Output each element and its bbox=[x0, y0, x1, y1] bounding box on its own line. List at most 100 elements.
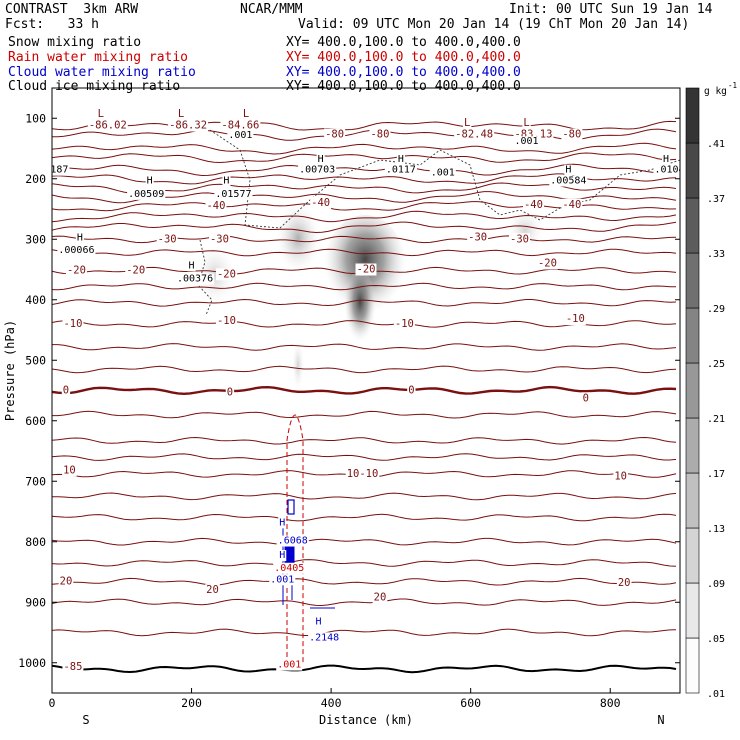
snow-label-bg bbox=[316, 153, 325, 165]
colorbar-label: .09 bbox=[707, 579, 725, 590]
x-tick-label: 200 bbox=[181, 696, 202, 710]
temp-contour-label-bg bbox=[407, 384, 416, 397]
temp-contour-label: -20 bbox=[538, 257, 557, 269]
colorbar-label: .25 bbox=[707, 359, 725, 370]
snow-label: H bbox=[147, 176, 153, 187]
valid-time: Valid: 09 UTC Mon 20 Jan 14 (19 ChT Mon … bbox=[298, 17, 690, 32]
snow-label: H bbox=[565, 165, 571, 176]
y-tick-label: 400 bbox=[25, 293, 46, 307]
temp-contour-label: -40 bbox=[206, 200, 225, 212]
colorbar-label: .29 bbox=[707, 304, 725, 315]
colorbar-label: .13 bbox=[707, 524, 725, 535]
colorbar-label: .41 bbox=[707, 139, 725, 150]
snow-label: .00703 bbox=[299, 165, 335, 176]
isotherm-line bbox=[52, 453, 677, 461]
temp-contour-label-bg bbox=[310, 196, 332, 209]
isotherm-line bbox=[52, 559, 677, 567]
model-title: CONTRAST 3km ARW bbox=[5, 2, 139, 17]
isotherm-line bbox=[52, 142, 677, 155]
colorbar-label: .37 bbox=[707, 194, 725, 205]
temp-extremum-label-bg bbox=[241, 108, 251, 121]
isotherm-line bbox=[52, 492, 677, 501]
plot-frame bbox=[51, 87, 681, 694]
temp-contour-label: -20 bbox=[126, 265, 145, 277]
rain-label: .0405 bbox=[274, 563, 304, 574]
isotherm-line bbox=[52, 628, 677, 637]
plot-area: -85-86.02L-86.32L-84.66L-80 -80 -82.48L-83… bbox=[52, 108, 680, 674]
temp-contour-label: 10 bbox=[63, 464, 76, 476]
temp-contour-label: -80 bbox=[370, 129, 389, 141]
snow-label-bg bbox=[298, 164, 337, 176]
x-tick-label: 0 bbox=[49, 696, 56, 710]
snow-label: H bbox=[189, 260, 195, 271]
temp-contour-label-bg bbox=[509, 233, 530, 246]
colorbar-swatch bbox=[685, 417, 700, 474]
isotherm-line bbox=[52, 343, 677, 351]
isotherm-line bbox=[52, 537, 677, 546]
temp-extremum-label: L bbox=[464, 117, 470, 129]
rain-label-bg bbox=[273, 562, 306, 574]
temp-extremum-label-bg bbox=[463, 117, 472, 130]
temp-contour-label: -20 bbox=[217, 268, 236, 280]
temp-contour-label-bg bbox=[467, 231, 489, 244]
snow-shading-tail bbox=[344, 270, 376, 350]
snow-shading-thin bbox=[292, 340, 304, 390]
snow-label-bg bbox=[396, 153, 405, 165]
cloud-water-contour bbox=[287, 499, 295, 515]
temp-contour-label: -82.48 bbox=[455, 129, 493, 141]
temp-contour-label-bg bbox=[324, 128, 346, 141]
snow-label: H bbox=[223, 176, 229, 187]
temp-extremum-label: L bbox=[243, 108, 249, 120]
y-tick-label: 1000 bbox=[18, 656, 46, 670]
temp-contour-label-bg bbox=[536, 257, 558, 270]
cloud-ice-contour bbox=[209, 129, 680, 229]
temp-contour-label: -86.32 bbox=[169, 120, 207, 132]
field-name-cloud-water: Cloud water mixing ratio bbox=[8, 65, 196, 80]
temp-contour-label: 10-10 bbox=[347, 468, 379, 480]
org-label: NCAR/MMM bbox=[240, 2, 303, 17]
temp-contour-label: 20 bbox=[618, 577, 631, 589]
temp-contour-label: -86.02 bbox=[89, 120, 127, 132]
snow-label-bg bbox=[52, 164, 70, 176]
rain-contour bbox=[286, 414, 304, 665]
temp-contour-label: 10 bbox=[614, 470, 627, 482]
temp-contour-label: -40 bbox=[562, 199, 581, 211]
y-tick-label: 600 bbox=[25, 414, 46, 428]
temp-contour-label-bg bbox=[208, 233, 230, 246]
temp-contour-label-bg bbox=[58, 575, 74, 588]
temp-contour-label: -85 bbox=[63, 661, 82, 673]
isotherm-line bbox=[52, 598, 677, 607]
temp-contour-label-bg bbox=[87, 119, 128, 132]
temp-contour-label: -30 bbox=[210, 233, 229, 245]
temp-contour-label: -40 bbox=[311, 197, 330, 209]
temp-contour-label: -80 bbox=[562, 129, 581, 141]
temp-contour-label: -80 bbox=[325, 129, 344, 141]
temp-contour-label-bg bbox=[168, 119, 209, 132]
snow-label: H bbox=[318, 154, 324, 165]
isotherm-line bbox=[52, 385, 677, 396]
cloud-water-label-bg bbox=[269, 574, 296, 586]
temp-contour-label: -84.66 bbox=[221, 120, 259, 132]
cloud-water-label: H bbox=[279, 550, 285, 561]
colorbar-swatch bbox=[685, 527, 700, 584]
x-end-label-north: N bbox=[657, 713, 664, 727]
cloud-water-label: .2148 bbox=[309, 632, 339, 643]
snow-label-bg bbox=[227, 130, 254, 142]
rain-label: .001 bbox=[277, 660, 301, 671]
temp-contour-label-bg bbox=[62, 660, 84, 673]
field-name-cloud-ice: Cloud ice mixing ratio bbox=[8, 79, 181, 94]
temp-contour-label-bg bbox=[205, 584, 220, 597]
rain-label-bg bbox=[276, 659, 303, 671]
temp-extremum-label-bg bbox=[96, 108, 106, 121]
snow-label-bg bbox=[384, 164, 417, 176]
temp-contour-label-bg bbox=[369, 128, 391, 141]
snow-shading-right bbox=[507, 208, 543, 252]
temp-contour-label-bg bbox=[616, 576, 632, 589]
temp-contour-label: -10 bbox=[566, 313, 585, 325]
x-tick-label: 400 bbox=[321, 696, 342, 710]
isotherm-line bbox=[52, 436, 677, 445]
field-xy-snow: XY= 400.0,100.0 to 400.0,400.0 bbox=[286, 35, 521, 50]
contour-labels: -85-86.02L-86.32L-84.66L-80 -80 -82.48L-83… bbox=[52, 108, 680, 673]
